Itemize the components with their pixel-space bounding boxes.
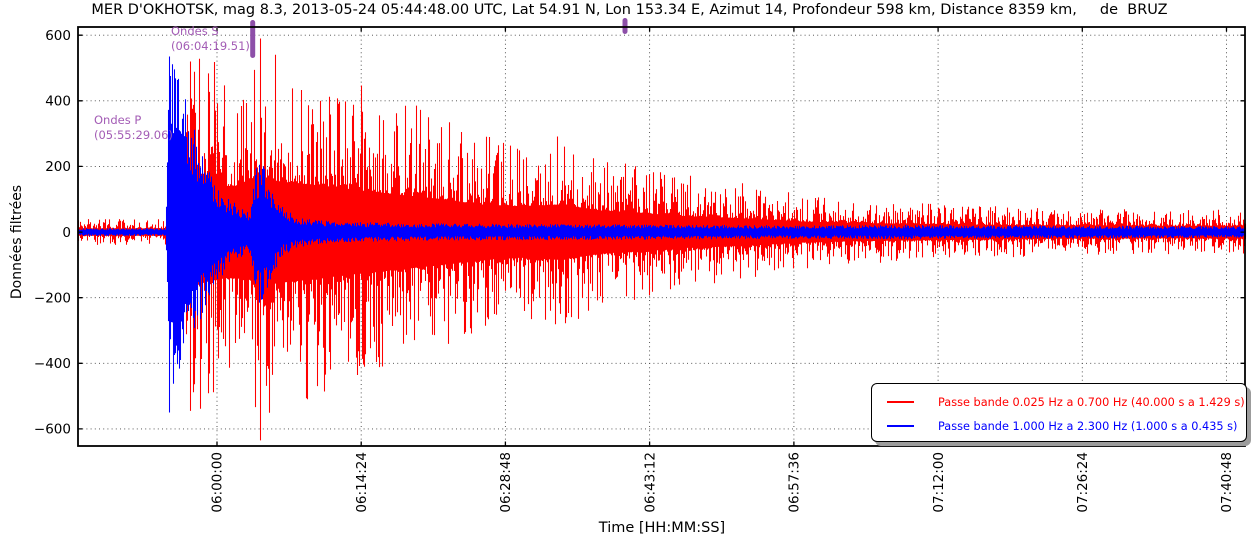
y-tick-label: −400 (34, 356, 71, 372)
plot-frame (77, 26, 1246, 447)
x-axis-label: Time [HH:MM:SS] (598, 520, 726, 536)
chart-title: MER D'OKHOTSK, mag 8.3, 2013-05-24 05:44… (91, 2, 1168, 18)
x-tick-label: 07:26:24 (1075, 452, 1091, 513)
legend-row-blue: Passe bande 1.000 Hz a 2.300 Hz (1.000 s… (872, 414, 1246, 438)
phase-marker-secondary (622, 18, 628, 34)
legend-line-blue (887, 425, 914, 427)
x-tick-label: 07:12:00 (931, 452, 947, 513)
legend-label-red: Passe bande 0.025 Hz a 0.700 Hz (40.000 … (938, 395, 1245, 409)
annotation-ondes-s-label: Ondes S (171, 24, 219, 38)
legend-row-red: Passe bande 0.025 Hz a 0.700 Hz (40.000 … (872, 390, 1246, 414)
x-tick-label: 07:40:48 (1219, 452, 1235, 513)
y-tick-label: −200 (34, 291, 71, 307)
blue-trace (77, 56, 1247, 413)
x-tick-label: 06:14:24 (354, 452, 370, 513)
x-tick-label: 06:43:12 (642, 452, 658, 513)
y-tick-label: 0 (62, 225, 71, 241)
y-tick-label: 400 (45, 94, 71, 110)
y-tick-label: 200 (45, 159, 71, 175)
phase-marker-s (250, 20, 256, 58)
annotation-ondes-s-time: (06:04:19.51) (171, 38, 250, 53)
legend-label-blue: Passe bande 1.000 Hz a 2.300 Hz (1.000 s… (938, 419, 1238, 433)
x-tick-label: 06:00:00 (210, 452, 226, 513)
annotation-ondes-p-label: Ondes P (94, 113, 142, 127)
y-tick-label: −600 (34, 422, 71, 438)
annotation-ondes-s: Ondes S (06:04:19.51) (171, 24, 250, 53)
annotation-ondes-p: Ondes P (05:55:29.06) (94, 113, 173, 142)
legend: Passe bande 0.025 Hz a 0.700 Hz (40.000 … (871, 383, 1247, 442)
x-tick-label: 06:28:48 (498, 452, 514, 513)
legend-line-red (887, 401, 914, 403)
x-tick-label: 06:57:36 (787, 452, 803, 513)
annotation-ondes-p-time: (05:55:29.06) (94, 127, 173, 142)
y-tick-label: 600 (45, 28, 71, 44)
